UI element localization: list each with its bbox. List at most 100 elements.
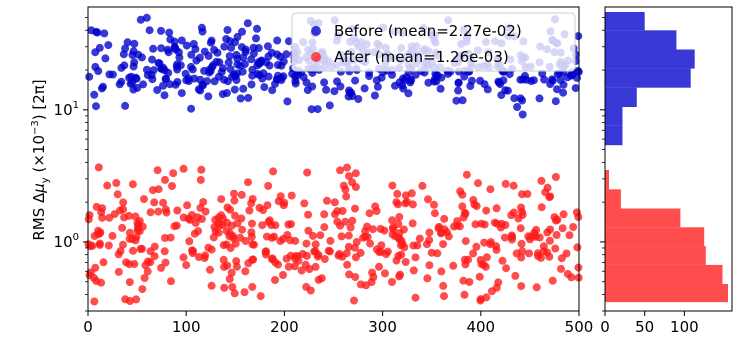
scatter-point-after [543,228,552,237]
scatter-point-before [521,71,529,80]
scatter-point-before [215,58,224,67]
scatter-point-before [398,81,407,90]
scatter-point-after [553,215,562,224]
scatter-point-after [351,204,359,213]
scatter-point-after [284,220,293,229]
scatter-point-before [273,36,282,45]
scatter-point-after [330,198,339,207]
scatter-point-before [227,43,236,52]
scatter-point-before [336,82,345,91]
histogram-bars [605,12,728,303]
scatter-point-before [85,72,94,81]
hist-x-tick-label: 0 [600,318,610,336]
scatter-point-after [345,172,353,181]
scatter-point-after [258,221,267,230]
hist-x-tick-label: 50 [635,318,654,336]
scatter-point-after [356,280,365,289]
scatter-point-before [264,52,273,61]
scatter-point-before [121,44,130,53]
histogram-bar-before [605,12,645,31]
legend-marker-before [311,26,321,36]
scatter-point-after [480,238,489,247]
scatter-point-after [196,203,205,212]
scatter-point-before [272,75,281,84]
scatter-point-after [148,186,157,195]
scatter-point-after [225,275,234,283]
scatter-point-after [223,203,232,212]
scatter-point-after [194,227,203,236]
scatter-point-before [559,88,568,97]
scatter-point-after [185,237,194,246]
scatter-point-before [145,26,154,35]
scatter-point-before [230,85,239,94]
scatter-point-after [230,189,238,198]
scatter-point-after [269,167,278,176]
scatter-point-after [498,256,507,265]
scatter-point-after [394,220,403,228]
scatter-point-after [480,220,489,229]
scatter-point-after [558,224,567,233]
scatter-point-after [262,247,270,256]
scatter-point-before [104,41,113,50]
histogram-bar-after [605,227,705,247]
scatter-point-before [454,86,463,95]
scatter-point-after [125,234,134,243]
scatter-point-after [179,253,188,262]
scatter-point-before [518,110,527,119]
histogram-bar-after [605,170,609,190]
scatter-point-after [320,223,329,232]
scatter-point-before [177,89,186,98]
scatter-point-after [138,285,147,294]
scatter-point-after [368,225,377,234]
scatter-point-after [537,176,546,185]
scatter-point-after [411,293,420,302]
scatter-point-before [187,62,195,71]
scatter-point-after [500,233,509,242]
scatter-point-after [99,258,108,267]
scatter-point-before [130,39,139,48]
scatter-point-after [388,216,397,225]
scatter-point-after [84,215,93,224]
scatter-point-after [562,249,571,258]
scatter-point-before [252,34,260,43]
scatter-point-before [160,66,169,75]
scatter-point-after [311,262,320,271]
scatter-point-after [104,241,113,250]
scatter-point-before [218,90,227,99]
scatter-point-after [229,234,238,243]
scatter-point-before [373,82,382,91]
scatter-point-before [313,105,322,114]
scatter-point-after [343,260,352,269]
scatter-point-after [361,227,370,236]
scatter-point-after [440,214,449,223]
scatter-point-after [119,240,127,249]
scatter-point-before [268,86,277,95]
scatter-point-before [195,53,204,62]
scatter-point-after [427,248,436,257]
scatter-point-after [153,166,162,175]
scatter-point-before [239,84,248,93]
scatter-point-after [287,191,296,200]
scatter-point-after [559,210,568,219]
scatter-point-after [248,282,257,291]
scatter-point-after [166,233,175,242]
scatter-point-before [105,70,114,79]
scatter-point-after [207,281,216,290]
scatter-point-after [183,201,192,210]
scatter-point-before [200,47,209,56]
scatter-point-before [436,84,445,93]
scatter-point-before [187,50,196,59]
scatter-point-before [370,91,379,100]
scatter-point-after [267,221,276,229]
scatter-point-after [154,207,163,216]
scatter-point-after [140,195,148,204]
legend: Before (mean=2.27e-02) After (mean=1.26e… [291,12,576,72]
scatter-point-after [197,165,206,174]
scatter-point-before [247,80,256,89]
scatter-point-after [439,240,448,249]
scatter-point-after [161,234,169,242]
scatter-point-after [502,264,511,273]
scatter-point-after [440,292,448,301]
scatter-point-after [458,202,467,211]
scatter-point-after [557,264,565,273]
